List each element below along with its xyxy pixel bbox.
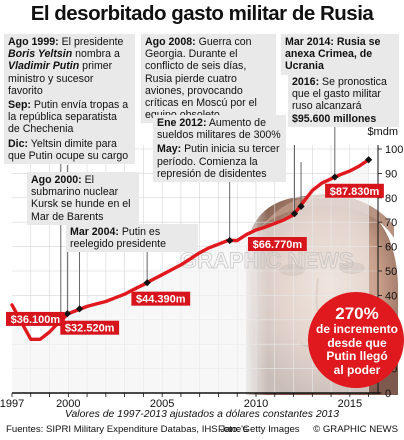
annotation-text-dic: Yeltsin dimite para que Putin ocupe su c… — [8, 137, 129, 162]
annotation-text: Aumento de sueldos militares de 300% — [157, 117, 281, 142]
value-label: $32.520m — [60, 320, 120, 335]
annotation-head-sep: Sep: — [8, 99, 31, 112]
value-label: $87.830m — [325, 183, 384, 198]
annotation-text-sep: Putin envía tropas a la república separa… — [8, 99, 129, 136]
value-label-text: $87.830m — [330, 186, 380, 198]
value-label-bg — [6, 311, 65, 326]
x-tick-label: 2000 — [56, 398, 80, 410]
y-tick-label: 50 — [385, 266, 397, 278]
annotation-head: Mar 2004: — [70, 226, 119, 238]
annotation-head: Ago 2008: — [145, 36, 196, 48]
annotation-head: 2016: — [292, 76, 320, 88]
x-tick-label: 2015 — [338, 398, 362, 410]
graphic-news-credit: © GRAPHIC NEWS — [313, 424, 398, 435]
y-tick-label: 100 — [385, 144, 403, 156]
annotation-ago-2008: Ago 2008: Guerra con Georgia. Durante el… — [141, 34, 276, 124]
event-marker — [63, 310, 71, 318]
annotation-mar-2004: Mar 2004: Putin es reelegido presidente — [66, 224, 198, 253]
annotation-text: Guerra con Georgia. Durante el conflicto… — [145, 36, 257, 121]
y-tick-label: 40 — [385, 290, 397, 302]
event-marker — [290, 210, 299, 218]
annotation-head: Mar 2014: — [285, 36, 334, 48]
y-axis-label: $mdm — [367, 126, 398, 138]
value-label-text: $66.770m — [253, 239, 303, 251]
annotation-text-may: Putin inicia su tercer período. Comienza… — [157, 143, 280, 180]
watermark: GRAPHIC NEWS — [180, 248, 354, 274]
annotation-ago-2000: Ago 2000: El submarino nuclear Kursk se … — [27, 172, 139, 225]
annotation-head-dic: Dic: — [8, 137, 29, 150]
photo-credit: Foto: Getty Images — [218, 424, 300, 435]
page-title: El desorbitado gasto militar de Rusia — [30, 2, 374, 25]
x-tick-label: 1997 — [0, 398, 24, 410]
value-label: $44.390m — [131, 291, 191, 306]
increase-percent: 270% — [335, 304, 379, 323]
x-tick-label: 2010 — [244, 398, 268, 410]
annotation-text: nombra a — [72, 48, 120, 61]
annotation-ago-1999: Ago 1999: El presidente Boris Yeltsin no… — [4, 34, 135, 165]
increase-callout: 270% de incremento desde que Putin llegó… — [309, 304, 404, 377]
watermark-text: GRAPHIC NEWS — [180, 248, 354, 273]
value-label-bg — [60, 320, 120, 335]
annotation-head: Ago 2000: — [31, 174, 82, 186]
event-marker — [331, 173, 339, 181]
annotation-mar-2014: Mar 2014: Rusia se anexa Crimea, de Ucra… — [281, 34, 399, 75]
value-label: $66.770m — [248, 237, 307, 252]
annotation-text: El submarino nuclear Kursk se hunde en e… — [31, 174, 131, 223]
event-marker — [365, 156, 373, 164]
y-tick-label: 60 — [385, 242, 397, 254]
value-label-bg — [325, 183, 384, 198]
annotation-2016: 2016: Se pronostica que el gasto militar… — [288, 74, 399, 127]
annotation-head: Ago 1999: — [8, 36, 59, 48]
source-note: Fuentes: SIPRI Military Expenditure Data… — [6, 424, 248, 435]
event-marker — [143, 279, 151, 287]
spending-line — [10, 158, 371, 341]
increase-line-3: Putin llegó — [326, 349, 388, 363]
annotation-text: Se pronostica que el gasto militar ruso … — [292, 76, 387, 113]
annotation-head: Ene 2012: — [157, 117, 207, 129]
value-label-bg — [131, 291, 191, 306]
chart-series — [10, 158, 371, 341]
annotation-name-putin: Vladimir Putin — [8, 60, 80, 73]
annotation-text: Putin es reelegido presidente — [70, 226, 167, 251]
increase-line-4: al poder — [333, 362, 381, 377]
y-tick-label: 90 — [385, 168, 397, 180]
y-tick-label: 0 — [385, 388, 391, 400]
annotation-head-may: May: — [157, 143, 182, 156]
x-tick-label: 2005 — [150, 398, 174, 410]
annotation-text: El presidente — [58, 36, 124, 48]
annotation-text: Rusia se anexa Crimea, de Ucrania — [285, 36, 381, 73]
annotation-forecast-value: $95.600 millones — [292, 112, 377, 125]
annotation-name-yeltsin: Boris Yeltsin — [8, 48, 73, 61]
event-marker — [75, 305, 84, 313]
event-marker — [226, 236, 234, 245]
value-label-text: $36.100m — [11, 314, 61, 326]
y-tick-label: 80 — [385, 193, 397, 205]
annotation-ene-2012: Ene 2012: Aumento de sueldos militares d… — [153, 115, 286, 183]
increase-line-2: desde que — [327, 335, 387, 350]
event-marker — [297, 202, 305, 210]
value-label-bg — [248, 237, 307, 252]
increase-circle — [308, 292, 404, 388]
y-tick-label: 70 — [385, 217, 397, 229]
value-label-text: $32.520m — [65, 323, 115, 335]
annotation-text: primer ministro y sucesor favorito — [8, 60, 113, 97]
value-label: $36.100m — [6, 311, 65, 326]
footnote: Valores de 1997-2013 ajustados a dólares… — [64, 409, 339, 420]
value-label-text: $44.390m — [136, 294, 186, 306]
value-labels: $36.100m $32.520m $44.390m $66.770m $87.830m — [6, 183, 384, 335]
increase-line-1: de incremento — [315, 322, 399, 336]
